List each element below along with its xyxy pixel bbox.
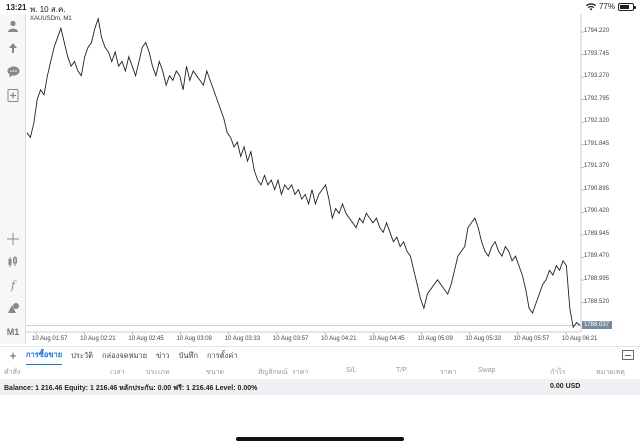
column-sl: S/L: [346, 367, 357, 374]
column-swap: Swap: [478, 367, 496, 374]
column-volume: ขนาด: [206, 369, 225, 376]
chat-icon[interactable]: [5, 64, 21, 80]
y-tick-label: 1788.995: [584, 276, 610, 283]
price-series-line: [26, 16, 581, 329]
column-time: เวลา: [110, 369, 125, 376]
current-price-tag: 1788.037: [582, 321, 612, 330]
trade-table-header: คำสั่ง เวลา ประเภท ขนาด สัญลักษณ์ ราคา S…: [0, 364, 640, 378]
home-indicator[interactable]: [236, 437, 404, 441]
balance-row: Balance: 1 216.46 Equity: 1 216.46 หลักป…: [0, 379, 640, 395]
terminal-tabbar: + การซื้อขาย ประวัติ กล่องจดหมาย ข่าว บั…: [0, 346, 640, 365]
chart-canvas[interactable]: [26, 14, 640, 346]
y-tick-label: 1789.470: [584, 253, 610, 260]
candles-icon[interactable]: [5, 254, 21, 270]
balance-summary: Balance: 1 216.46 Equity: 1 216.46 หลักป…: [4, 385, 258, 392]
tab-news[interactable]: ข่าว: [156, 350, 170, 360]
status-date: พ. 10 ส.ค.: [30, 5, 66, 14]
column-current-price: ราคา: [440, 369, 457, 376]
x-tick-label: 10 Aug 03:09: [176, 336, 212, 342]
tab-journal[interactable]: บันทึก: [178, 350, 199, 360]
price-chart[interactable]: XAUUSDm, M1 1794.220 1793.745 1793.270 1792…: [26, 14, 640, 346]
column-type: ประเภท: [146, 369, 170, 376]
account-icon[interactable]: [5, 18, 21, 34]
x-tick-label: 10 Aug 02:45: [128, 336, 164, 342]
column-symbol: สัญลักษณ์: [258, 369, 288, 376]
symbol-label: XAUUSDm, M1: [30, 16, 72, 22]
x-tick-label: 10 Aug 02:21: [80, 336, 116, 342]
column-order: คำสั่ง: [4, 369, 21, 376]
tab-history[interactable]: ประวัติ: [71, 350, 94, 360]
y-tick-label: 1793.745: [584, 50, 610, 57]
x-tick-label: 10 Aug 05:57: [513, 336, 550, 342]
column-tp: T/P: [396, 367, 407, 374]
y-tick-label: 1791.370: [584, 163, 610, 170]
y-tick-label: 1789.945: [584, 230, 610, 237]
crosshair-icon[interactable]: [5, 231, 21, 247]
y-tick-label: 1792.795: [584, 95, 610, 102]
tab-settings[interactable]: การตั้งค่า: [207, 350, 238, 360]
column-comment: หมายเหตุ: [596, 369, 625, 376]
tab-trade[interactable]: การซื้อขาย: [26, 346, 63, 365]
add-icon[interactable]: +: [9, 348, 17, 363]
wifi-icon: [585, 2, 596, 10]
y-tick-label: 1790.420: [584, 208, 610, 215]
y-tick-label: 1790.895: [584, 185, 610, 192]
panel-toggle-icon[interactable]: [622, 350, 634, 360]
x-tick-label: 10 Aug 04:45: [369, 336, 405, 342]
column-profit: กำไร: [550, 369, 566, 376]
chart-toolbar: f M1: [0, 14, 26, 344]
x-tick-label: 10 Aug 03:57: [272, 336, 309, 342]
y-tick-label: 1793.270: [584, 73, 610, 80]
x-tick-label: 10 Aug 04:21: [321, 336, 357, 342]
battery-percent: 77%: [598, 2, 615, 11]
status-time: 13:21: [6, 3, 27, 12]
y-tick-label: 1792.320: [584, 118, 610, 125]
x-tick-label: 10 Aug 01:57: [32, 336, 68, 342]
new-order-icon[interactable]: [5, 87, 21, 103]
timeframe-button[interactable]: M1: [6, 327, 20, 337]
profit-total: 0.00 USD: [550, 383, 581, 390]
indicator-icon[interactable]: f: [10, 278, 16, 292]
x-tick-label: 10 Aug 05:09: [417, 336, 453, 342]
x-tick-label: 10 Aug 03:33: [224, 336, 261, 342]
y-tick-label: 1794.220: [584, 28, 610, 35]
tab-mailbox[interactable]: กล่องจดหมาย: [102, 350, 148, 360]
x-tick-label: 10 Aug 05:33: [465, 336, 501, 342]
column-price: ราคา: [292, 369, 309, 376]
objects-icon[interactable]: [5, 300, 21, 316]
status-right: 77%: [585, 2, 636, 11]
trade-arrows-icon[interactable]: [5, 40, 21, 56]
x-tick-label: 10 Aug 06:21: [562, 336, 598, 342]
status-bar: 13:21 พ. 10 ส.ค. 77%: [0, 0, 640, 14]
y-tick-label: 1788.520: [584, 298, 610, 305]
battery-icon: [618, 2, 636, 11]
y-tick-label: 1791.845: [584, 140, 610, 147]
